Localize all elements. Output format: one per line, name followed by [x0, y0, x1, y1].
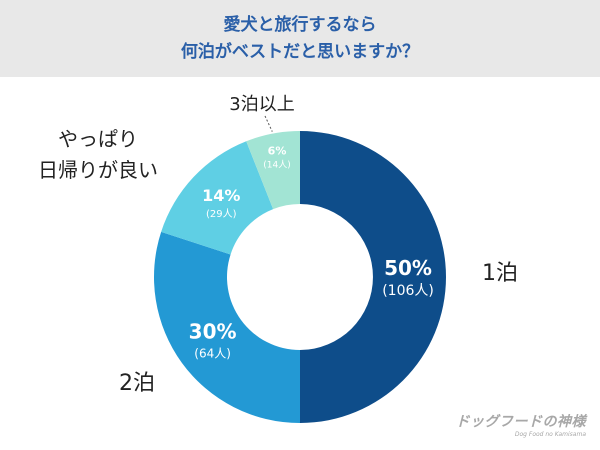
watermark-subtext: Dog Food no Kamisama: [514, 431, 586, 438]
slice-3-nights-plus: [246, 131, 300, 210]
chart-title-line-2: 何泊がベストだと思いますか？: [180, 41, 420, 62]
category-label-day-trip-line-2: 日帰りが良い: [38, 158, 158, 182]
category-label-3-nights-plus: 3泊以上: [229, 94, 294, 115]
slice-2-nights: [154, 231, 300, 423]
category-label-day-trip-line-1: やっぱり: [58, 127, 138, 151]
chart-title-line-1: 愛犬と旅行するなら: [223, 14, 377, 35]
count-label-3-nights-plus: (14人): [263, 160, 290, 171]
count-label-2-nights: (64人): [194, 347, 231, 361]
category-label-2-nights: 2泊: [119, 371, 155, 396]
chart-title-banner: 愛犬と旅行するなら 何泊がベストだと思いますか？: [0, 0, 600, 77]
count-label-day-trip: (29人): [206, 208, 237, 220]
pct-label-1-night: 50%: [384, 256, 432, 280]
slice-1-night: [300, 131, 446, 423]
count-label-1-night: (106人): [382, 283, 434, 299]
category-label-1-night: 1泊: [482, 261, 518, 286]
watermark-logo: ドッグフードの神様 Dog Food no Kamisama: [456, 411, 587, 438]
pct-label-2-nights: 30%: [189, 320, 237, 344]
pct-label-3-nights-plus: 6%: [268, 145, 287, 158]
watermark-text: ドッグフードの神様: [455, 414, 586, 430]
leader-line-3-nights-plus: [264, 115, 273, 132]
slice-day-trip: [161, 141, 274, 255]
pct-label-day-trip: 14%: [202, 186, 240, 205]
